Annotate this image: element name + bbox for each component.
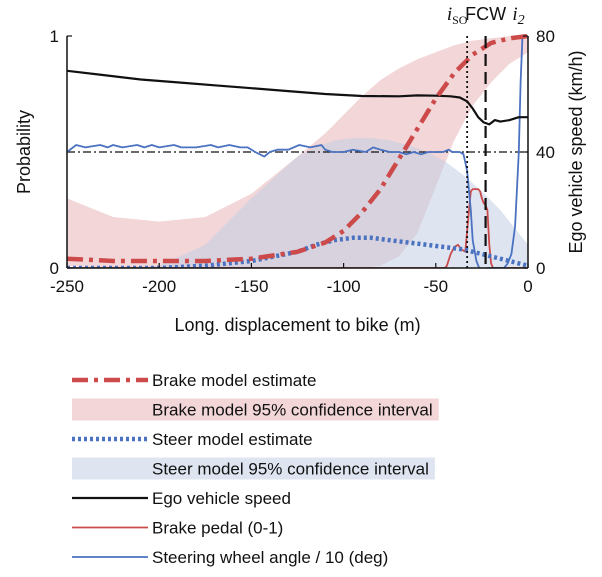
x-tick-label: 0 bbox=[523, 277, 532, 296]
legend-swatch-brake-model-95-confidence-interval bbox=[72, 398, 439, 421]
series-brake-model-estimate bbox=[67, 34, 528, 264]
x-axis-label: Long. displacement to bike (m) bbox=[174, 315, 420, 335]
x-tick-label: -50 bbox=[424, 277, 449, 296]
legend-label-steer-model-estimate: Steer model estimate bbox=[152, 430, 313, 449]
legend-label-brake-pedal-0-1-: Brake pedal (0-1) bbox=[152, 519, 283, 538]
legend-label-steer-model-95-confidence-interval: Steer model 95% confidence interval bbox=[152, 460, 429, 479]
y-left-tick-label: 1 bbox=[50, 27, 59, 46]
series-ego-vehicle-speed bbox=[67, 69, 528, 126]
series-steer-model-estimate bbox=[67, 235, 528, 268]
y-right-tick-label: 0 bbox=[536, 259, 545, 278]
band-steer-model-95-confidence-interval bbox=[67, 138, 528, 268]
x-tick-label: -100 bbox=[327, 277, 361, 296]
legend: Brake model estimate Brake model 95% conf… bbox=[72, 371, 439, 567]
x-tick-label: -200 bbox=[142, 277, 176, 296]
legend-label-brake-model-estimate: Brake model estimate bbox=[152, 371, 316, 390]
y-axis-left-label: Probability bbox=[14, 110, 34, 194]
event-label: FCW bbox=[465, 4, 506, 24]
legend-label-steering-wheel-angle-10-deg-: Steering wheel angle / 10 (deg) bbox=[152, 548, 388, 567]
legend-label-brake-model-95-confidence-interval: Brake model 95% confidence interval bbox=[152, 401, 433, 420]
series-steering-wheel-angle-10-deg- bbox=[67, 35, 524, 268]
event-label: iSO bbox=[447, 4, 468, 27]
y-right-tick-label: 80 bbox=[536, 27, 555, 46]
legend-swatch-steer-model-95-confidence-interval bbox=[72, 457, 435, 480]
y-right-tick-label: 40 bbox=[536, 143, 555, 162]
x-tick-label: -150 bbox=[234, 277, 268, 296]
event-label: i2 bbox=[512, 4, 524, 28]
legend-label-ego-vehicle-speed: Ego vehicle speed bbox=[152, 489, 291, 508]
y-axis-right-label: Ego vehicle speed (km/h) bbox=[566, 50, 586, 253]
x-tick-label: -250 bbox=[50, 277, 84, 296]
plot-area bbox=[67, 34, 528, 268]
y-left-tick-label: 0 bbox=[50, 259, 59, 278]
